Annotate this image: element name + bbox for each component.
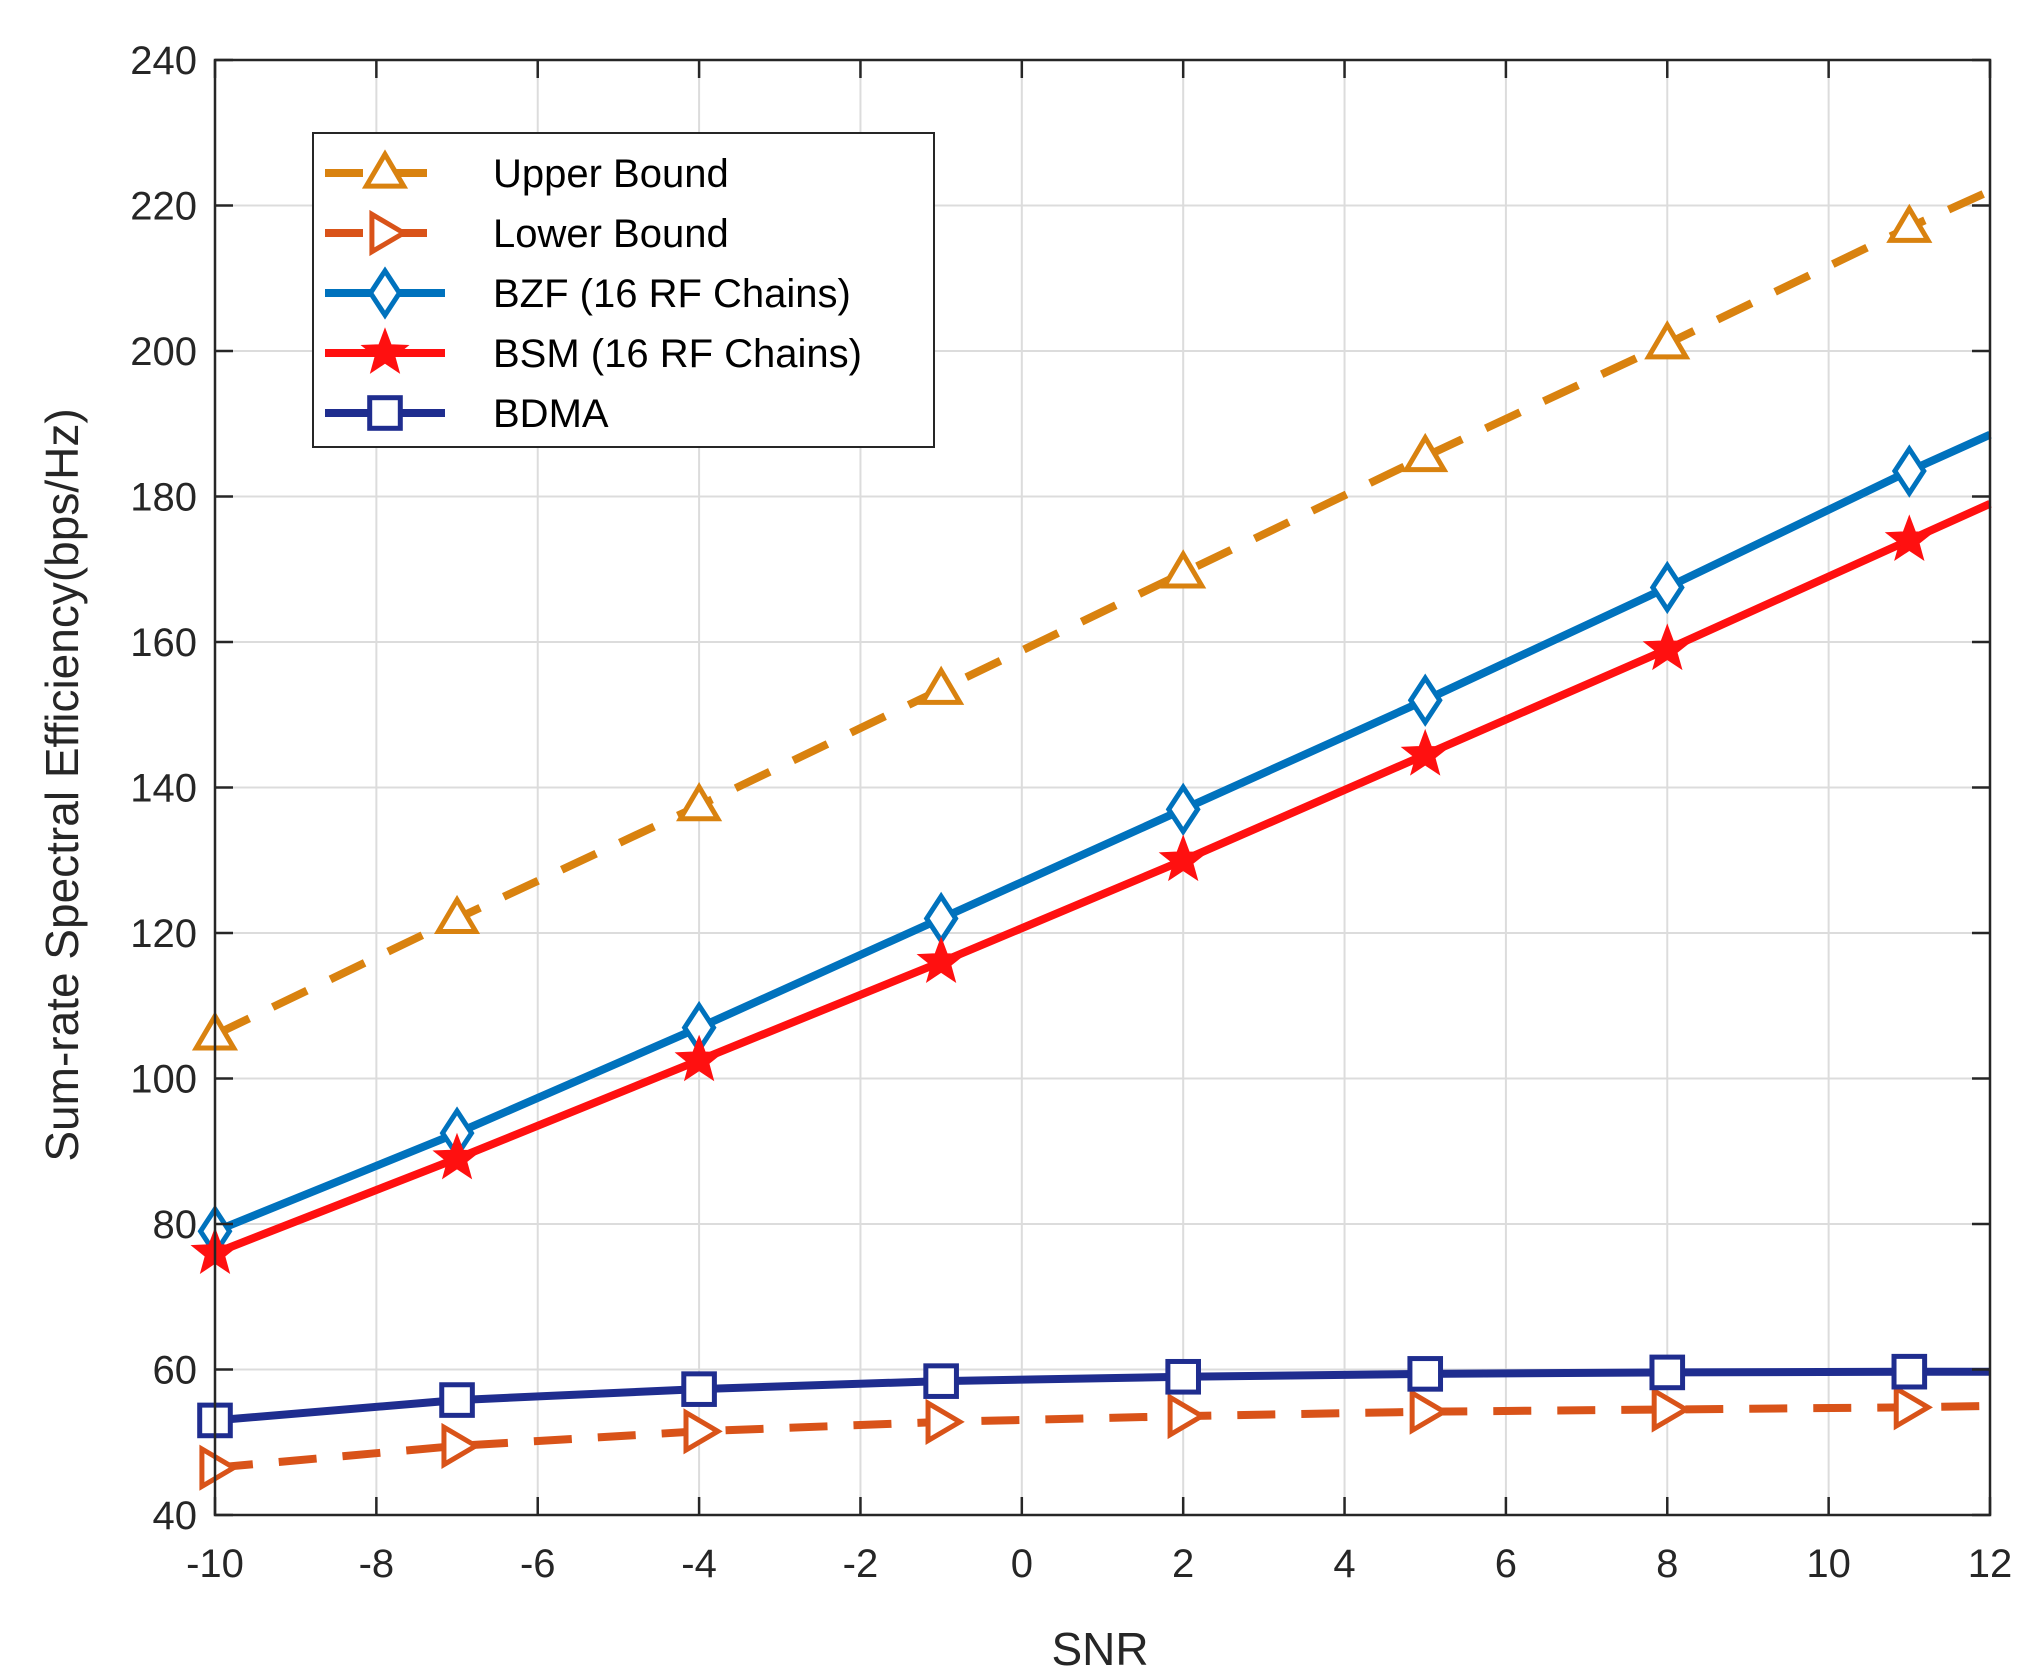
- data-point-diamond: [1891, 444, 1927, 498]
- x-tick-label: -2: [843, 1542, 879, 1586]
- data-point-triangle-up: [918, 665, 965, 705]
- data-point-triangle-up: [1402, 432, 1449, 473]
- data-point-square: [1165, 1358, 1201, 1395]
- series-line: [213, 187, 1992, 1039]
- x-tick-label: -10: [186, 1542, 244, 1586]
- series-line: [213, 431, 1992, 1236]
- series-line: [214, 1367, 1990, 1425]
- data-point-triangle-up: [361, 149, 409, 189]
- data-point-diamond: [1649, 560, 1685, 615]
- data-point-pentagram: [1642, 623, 1692, 671]
- y-tick-label: 120: [130, 912, 197, 956]
- legend-label: BZF (16 RF Chains): [493, 272, 851, 316]
- series-bsm-16-rf-chains-: [190, 500, 1992, 1275]
- legend-label: Upper Bound: [493, 152, 729, 196]
- y-axis-title: Sum-rate Spectral Efficiency(bps/Hz): [36, 408, 88, 1161]
- data-point-pentagram: [916, 936, 966, 984]
- data-point-triangle-right: [369, 209, 409, 257]
- y-tick-label: 200: [130, 330, 197, 374]
- legend-item: BZF (16 RF Chains): [325, 266, 851, 320]
- series-lower-bound: [199, 1384, 1991, 1491]
- x-tick-label: -8: [359, 1542, 395, 1586]
- data-point-square: [681, 1371, 717, 1407]
- y-tick-labels: 40 60 80 100 120 140 160 180 200 220 240: [130, 39, 197, 1538]
- series-bzf-16-rf-chains-: [197, 431, 1992, 1258]
- data-point-triangle-right: [925, 1398, 965, 1445]
- y-tick-label: 240: [130, 39, 197, 83]
- x-tick-label: 6: [1495, 1542, 1517, 1586]
- data-point-diamond: [1407, 673, 1443, 727]
- data-point-triangle-up: [1886, 203, 1933, 243]
- data-point-triangle-right: [199, 1444, 239, 1491]
- legend-item: BSM (16 RF Chains): [325, 327, 862, 376]
- y-tick-label: 220: [130, 185, 197, 229]
- legend-label: BSM (16 RF Chains): [493, 332, 862, 376]
- data-point-triangle-right: [441, 1422, 481, 1469]
- x-tick-label: 2: [1172, 1542, 1194, 1586]
- data-point-triangle-right: [683, 1408, 723, 1455]
- legend-item: Upper Bound: [325, 149, 729, 196]
- axis-ticks: [213, 58, 1992, 1517]
- legend: Upper Bound Lower Bound BZF (16 RF Chains)…: [312, 132, 935, 448]
- series-layer: [190, 187, 1992, 1491]
- data-point-square: [367, 395, 403, 431]
- data-point-triangle-right: [1167, 1392, 1207, 1440]
- series-line: [213, 500, 1992, 1257]
- y-tick-label: 60: [153, 1349, 198, 1393]
- data-point-square: [1891, 1353, 1928, 1390]
- x-axis-title: SNR: [1051, 1623, 1148, 1675]
- data-point-triangle-right: [1893, 1384, 1933, 1431]
- x-tick-labels: -10 -8 -6 -4 -2 0 2 4 6 8 10 12: [186, 1542, 2012, 1586]
- series-upper-bound: [191, 187, 1992, 1051]
- data-point-triangle-up: [1160, 549, 1207, 589]
- data-point-square: [1407, 1356, 1444, 1392]
- x-tick-label: -6: [520, 1542, 556, 1586]
- data-point-triangle-up: [1644, 320, 1691, 360]
- legend-label: Lower Bound: [493, 212, 729, 256]
- legend-item: BDMA: [325, 392, 609, 436]
- x-tick-label: 10: [1806, 1542, 1851, 1586]
- legend-item: Lower Bound: [325, 209, 729, 257]
- x-tick-label: -4: [681, 1542, 717, 1586]
- y-tick-label: 160: [130, 621, 197, 665]
- data-point-triangle-right: [1409, 1388, 1449, 1435]
- data-point-triangle-up: [433, 894, 481, 935]
- legend-label: BDMA: [493, 392, 609, 436]
- data-point-triangle-right: [1651, 1386, 1691, 1433]
- data-point-square: [923, 1363, 959, 1399]
- data-point-pentagram: [1400, 728, 1450, 776]
- x-tick-label: 8: [1656, 1542, 1678, 1586]
- y-tick-label: 180: [130, 476, 197, 520]
- data-point-pentagram: [674, 1034, 724, 1082]
- y-tick-label: 140: [130, 767, 197, 811]
- data-point-pentagram: [1884, 514, 1934, 562]
- y-tick-label: 40: [153, 1494, 198, 1538]
- data-point-square: [439, 1382, 475, 1418]
- data-point-pentagram: [432, 1132, 482, 1180]
- x-tick-label: 0: [1011, 1542, 1033, 1586]
- data-point-square: [1649, 1354, 1686, 1391]
- series-bdma: [197, 1353, 1990, 1439]
- x-tick-label: 12: [1968, 1542, 2013, 1586]
- y-tick-label: 100: [130, 1058, 197, 1102]
- data-point-pentagram: [360, 327, 410, 374]
- data-point-triangle-up: [676, 782, 723, 822]
- data-point-diamond: [367, 266, 403, 320]
- y-tick-label: 80: [153, 1203, 198, 1247]
- series-line: [214, 1401, 1991, 1472]
- data-point-diamond: [1165, 782, 1201, 836]
- x-tick-label: 4: [1333, 1542, 1355, 1586]
- data-point-pentagram: [1158, 834, 1208, 882]
